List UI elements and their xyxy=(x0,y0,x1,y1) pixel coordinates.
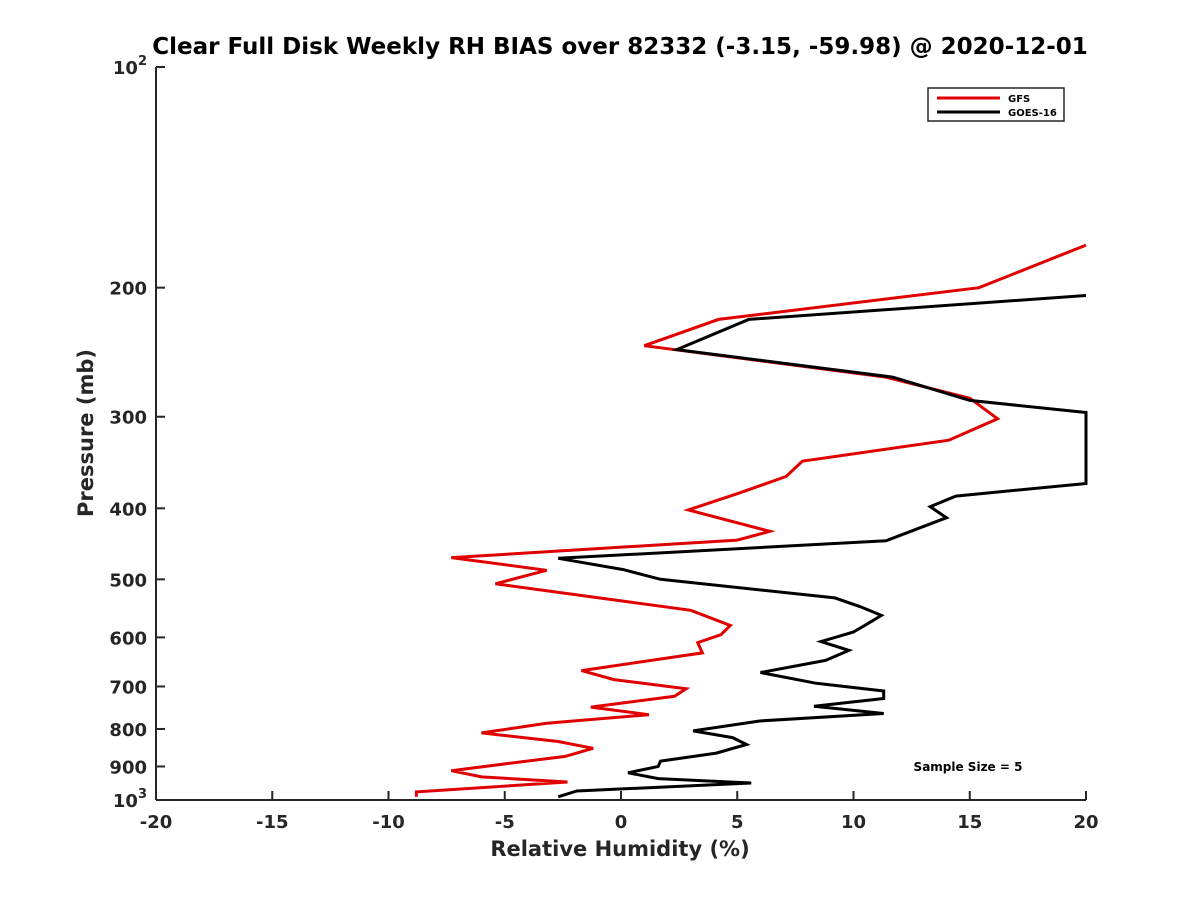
x-tick-label: -5 xyxy=(495,812,515,833)
legend-box xyxy=(927,87,1065,122)
y-tick-label: 700 xyxy=(109,677,147,698)
y-tick-label: 900 xyxy=(109,757,147,778)
sample-size-annotation: Sample Size = 5 xyxy=(914,760,1023,774)
y-tick-label: 200 xyxy=(109,279,147,300)
y-tick-exponent: 2 xyxy=(138,54,147,69)
series-line-gfs xyxy=(414,243,1087,797)
y-tick-base: 10 xyxy=(113,791,138,812)
x-tick-label: 0 xyxy=(615,812,628,833)
x-tick-label: 10 xyxy=(841,812,866,833)
legend-label: GOES-16 xyxy=(1008,108,1057,119)
y-tick-label: 103 xyxy=(113,787,147,812)
axes-group: -20 -15 -10 -5 0 5 10 15 20102200300400500600700… xyxy=(109,54,1098,833)
y-tick-label: 800 xyxy=(109,720,147,741)
legend: GFS GOES-16 xyxy=(927,87,1065,122)
y-tick-label: 600 xyxy=(109,628,147,649)
y-axis-label: Pressure (mb) xyxy=(74,349,98,517)
x-tick-label: 15 xyxy=(957,812,982,833)
x-tick-label: -10 xyxy=(372,812,405,833)
y-tick-label: 300 xyxy=(109,408,147,429)
x-tick-label: -15 xyxy=(256,812,289,833)
y-tick-label: 500 xyxy=(109,570,147,591)
x-tick-label: 20 xyxy=(1073,812,1098,833)
legend-label: GFS xyxy=(1008,94,1030,105)
series-line-goes-16 xyxy=(557,294,1088,799)
series-group xyxy=(414,243,1088,799)
y-tick-label: 400 xyxy=(109,499,147,520)
x-axis-label: Relative Humidity (%) xyxy=(490,837,749,861)
y-tick-base: 10 xyxy=(113,58,138,79)
x-tick-label: -20 xyxy=(140,812,173,833)
chart-title: Clear Full Disk Weekly RH BIAS over 8233… xyxy=(152,34,1088,60)
y-tick-label: 102 xyxy=(113,54,147,79)
y-tick-exponent: 3 xyxy=(138,787,147,802)
x-tick-label: 5 xyxy=(731,812,744,833)
